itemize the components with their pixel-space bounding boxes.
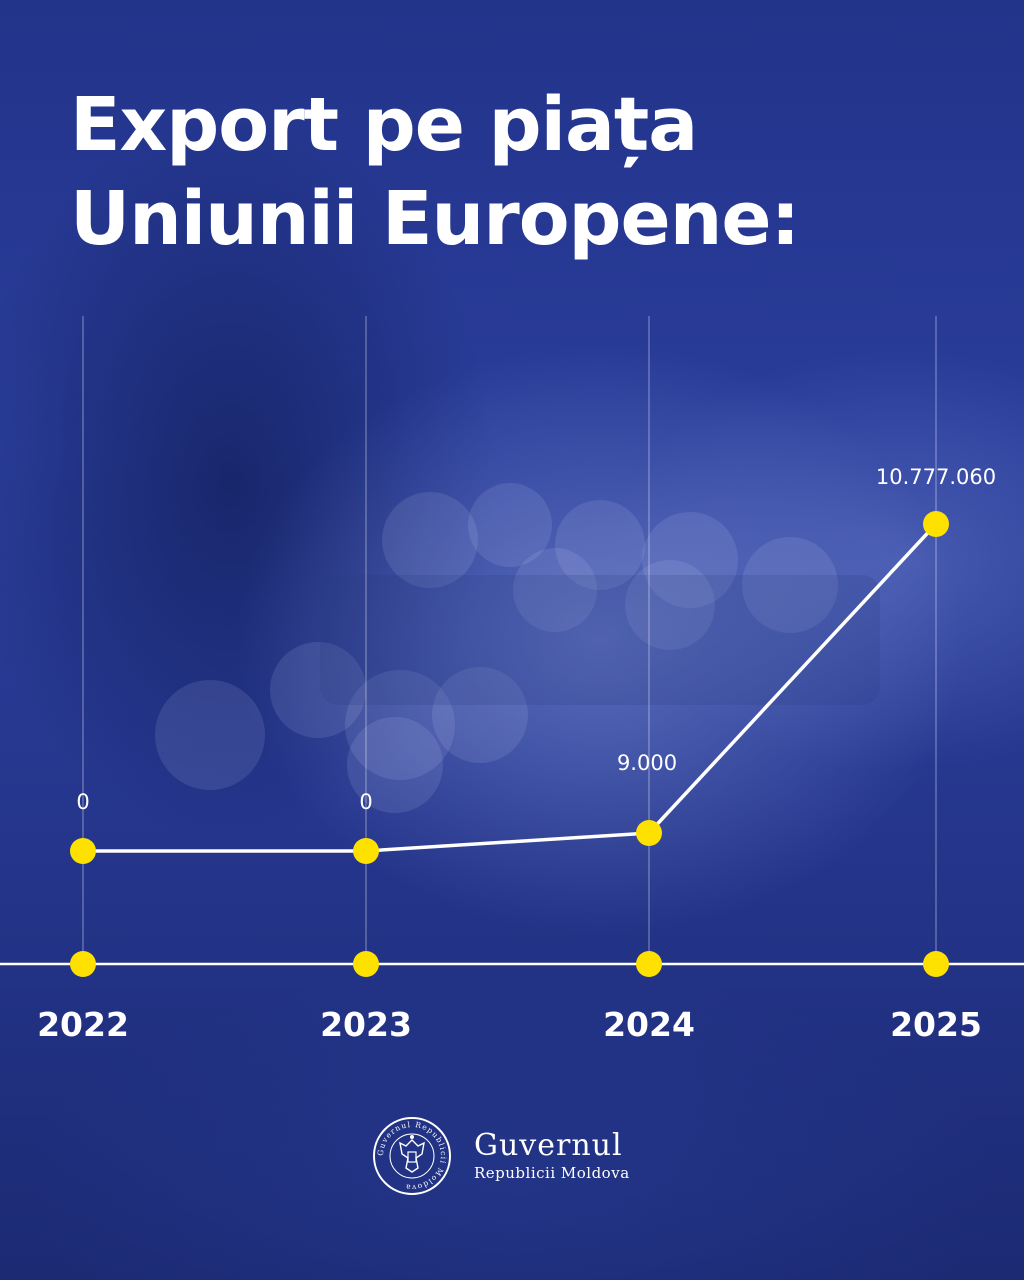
government-logo: Guvernul Republicii Moldova Guvernul Rep… bbox=[372, 1116, 630, 1196]
series-line bbox=[83, 522, 938, 853]
coat-of-arms-seal-icon: Guvernul Republicii Moldova bbox=[373, 1117, 451, 1195]
x-tick-label: 2024 bbox=[603, 1005, 695, 1044]
data-point-marker bbox=[353, 838, 379, 864]
background-vegetable-shape bbox=[555, 500, 645, 590]
background-vegetable-shape bbox=[432, 667, 528, 763]
data-point-marker bbox=[70, 838, 96, 864]
logo-text-block: Guvernul Republicii Moldova bbox=[474, 1129, 630, 1183]
data-label: 9.000 bbox=[617, 751, 677, 775]
data-markers bbox=[70, 511, 949, 977]
background-vegetable-shape bbox=[382, 492, 478, 588]
axis-point-marker bbox=[70, 951, 96, 977]
logo-subtitle: Republicii Moldova bbox=[474, 1164, 630, 1182]
title-line-2: Uniunii Europene: bbox=[70, 176, 800, 262]
x-tick-label: 2023 bbox=[320, 1005, 412, 1044]
logo-name: Guvernul bbox=[474, 1128, 623, 1163]
svg-text:Guvernul Republicii Moldova: Guvernul Republicii Moldova bbox=[376, 1120, 448, 1192]
data-label: 10.777.060 bbox=[876, 465, 996, 489]
series-line-group bbox=[83, 522, 938, 853]
data-labels: 0 0 9.000 10.777.060 bbox=[76, 465, 996, 814]
export-line-chart: 0 0 9.000 10.777.060 2022 2023 2024 2025 bbox=[0, 316, 1024, 1044]
seal-text: Guvernul Republicii Moldova bbox=[376, 1120, 447, 1192]
page-title: Export pe piața Uniunii Europene: bbox=[70, 78, 800, 266]
data-point-marker bbox=[923, 511, 949, 537]
x-tick-label: 2022 bbox=[37, 1005, 129, 1044]
background-vegetable-shape bbox=[345, 670, 455, 780]
axis-point-marker bbox=[353, 951, 379, 977]
background-vegetable-shape bbox=[513, 548, 597, 632]
background-vegetable-shape bbox=[270, 642, 366, 738]
background-vegetable-shape bbox=[347, 717, 443, 813]
data-label: 0 bbox=[76, 790, 89, 814]
background-crate-shape bbox=[320, 575, 880, 705]
data-point-marker bbox=[636, 820, 662, 846]
background-vegetable-shape bbox=[625, 560, 715, 650]
title-line-1: Export pe piața bbox=[70, 82, 698, 168]
axis-point-marker bbox=[923, 951, 949, 977]
axis-point-marker bbox=[636, 951, 662, 977]
background-vegetable-shape bbox=[155, 680, 265, 790]
x-tick-label: 2025 bbox=[890, 1005, 982, 1044]
x-tick-labels: 2022 2023 2024 2025 bbox=[37, 1005, 982, 1044]
background-vegetable-shape bbox=[642, 512, 738, 608]
background-vegetable-shape bbox=[742, 537, 838, 633]
background-vegetables-illustration bbox=[155, 483, 880, 813]
data-label: 0 bbox=[359, 790, 372, 814]
background-vegetable-shape bbox=[468, 483, 552, 567]
